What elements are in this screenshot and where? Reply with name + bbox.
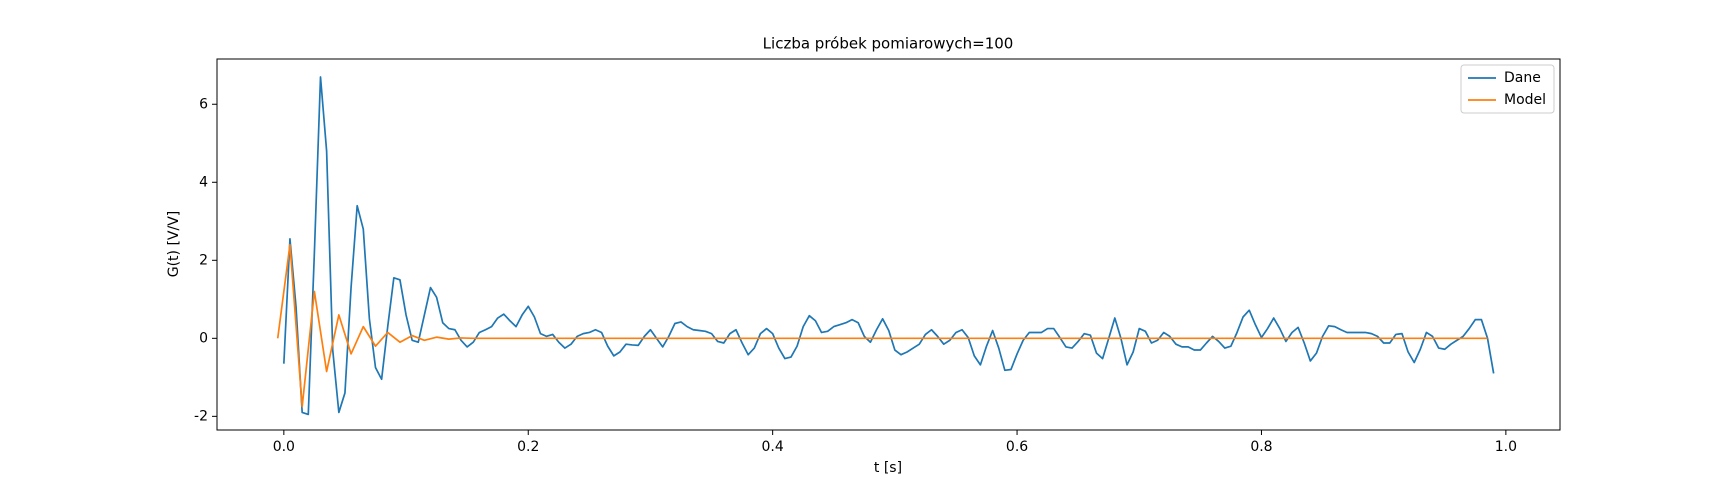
- y-tick-label: 4: [199, 174, 208, 190]
- y-tick-label: 2: [199, 252, 208, 268]
- legend-label: Model: [1504, 92, 1546, 108]
- legend-box: [1460, 64, 1555, 114]
- x-tick-label: 0.4: [762, 439, 784, 455]
- x-tick-label: 0.2: [517, 439, 539, 455]
- data-line: [276, 243, 1488, 408]
- legend-label: Dane: [1504, 70, 1541, 86]
- y-tick-label: -2: [194, 408, 208, 424]
- x-tick-label: 0.6: [1006, 439, 1028, 455]
- y-axis-label: G(t) [V/V]: [166, 211, 182, 278]
- x-axis-label: t [s]: [874, 460, 902, 476]
- chart-title: Liczba próbek pomiarowych=100: [763, 35, 1014, 53]
- x-tick-label: 1.0: [1495, 439, 1517, 455]
- y-tick-label: 0: [199, 330, 208, 346]
- plot-frame: [216, 58, 1561, 431]
- x-tick-label: 0.0: [273, 439, 295, 455]
- data-line: [282, 76, 1495, 416]
- x-tick-label: 0.8: [1250, 439, 1272, 455]
- y-tick-label: 6: [199, 96, 208, 112]
